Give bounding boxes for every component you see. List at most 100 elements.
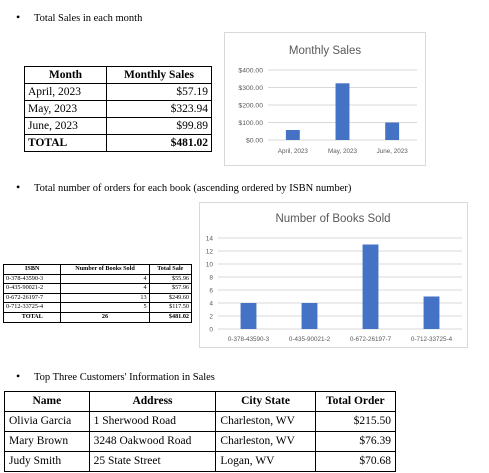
table-cell: April, 2023 (24, 83, 107, 101)
column-header: Month (24, 66, 107, 84)
table-cell: $57.19 (105, 83, 213, 101)
section-title: Total Sales in each month (34, 13, 143, 24)
table-cell: $481.02 (148, 311, 193, 323)
table-row: June, 2023 $99.89 (24, 117, 213, 135)
table-cell: 0-712-33725-4 (2, 302, 62, 313)
y-tick-label: 2 (209, 314, 213, 321)
table-row: April, 2023 $57.19 (24, 83, 213, 101)
x-tick-label: 0-378-43590-3 (228, 336, 270, 343)
table-row: 0-672-26197-7 13 $249.60 (2, 292, 193, 304)
x-tick-label: 0-672-26197-7 (350, 336, 392, 343)
column-header: Total Order (314, 391, 397, 412)
table-cell: $70.68 (314, 451, 397, 472)
column-header: Name (4, 391, 90, 412)
table-row: 0-435-90021-2 4 $57.96 (2, 283, 193, 294)
section-title: Total number of orders for each book (as… (34, 183, 352, 194)
table-total-row: TOTAL $481.02 (24, 134, 213, 152)
table-cell: $117.50 (148, 302, 193, 313)
table-row: Mary Brown 3248 Oakwood Road Charleston,… (4, 431, 397, 452)
section-heading-books: • Total number of orders for each book (a… (16, 180, 351, 195)
table-cell: 3248 Oakwood Road (88, 431, 217, 452)
monthly-sales-table: Month Monthly Sales April, 2023 $57.19 M… (24, 66, 213, 152)
table-cell: $215.50 (314, 411, 397, 432)
table-cell: May, 2023 (24, 100, 107, 118)
table-cell: $249.60 (148, 292, 193, 304)
y-tick-label: 12 (206, 249, 214, 256)
table-cell: 26 (60, 311, 150, 323)
table-row: Olivia Garcia 1 Sherwood Road Charleston… (4, 411, 397, 432)
chart-title: Number of Books Sold (275, 213, 390, 225)
bullet-icon: • (16, 180, 21, 194)
table-cell: Logan, WV (215, 451, 316, 472)
top-customers-table: Name Address City State Total Order Oliv… (4, 391, 397, 472)
table-cell: $323.94 (105, 100, 213, 118)
monthly-sales-chart: Monthly Sales $0.00 $100.00 $200.00 $300.00… (224, 32, 426, 166)
bar (301, 303, 318, 329)
table-cell: Charleston, WV (215, 431, 316, 452)
table-cell: June, 2023 (24, 117, 107, 135)
y-tick-label: $100.00 (238, 120, 263, 127)
bar (385, 122, 400, 140)
table-cell: 0-435-90021-2 (2, 283, 62, 294)
table-cell: 25 State Street (88, 451, 217, 472)
y-tick-label: $400.00 (238, 68, 263, 75)
section-heading-customers: • Top Three Customers' Information in Sal… (16, 369, 215, 384)
column-header: ISBN (2, 264, 62, 275)
table-cell: TOTAL (24, 134, 107, 152)
x-tick-label: April, 2023 (278, 148, 309, 155)
table-cell: Charleston, WV (215, 411, 316, 432)
column-header: City State (215, 391, 316, 412)
table-cell: 5 (60, 302, 150, 313)
column-header: Number of Books Sold (60, 264, 150, 275)
table-cell: $76.39 (314, 431, 397, 452)
column-header: Total Sale (148, 264, 193, 275)
books-sold-chart-svg: Number of Books Sold 0 2 4 6 8 10 12 14 0-378-43… (206, 213, 462, 343)
y-tick-label: $300.00 (238, 85, 263, 92)
books-sold-chart: Number of Books Sold 0 2 4 6 8 10 12 14 0-378-43… (199, 202, 468, 348)
table-total-row: TOTAL 26 $481.02 (2, 311, 193, 323)
table-row: 0-378-43590-3 4 $55.96 (2, 273, 193, 285)
table-row: May, 2023 $323.94 (24, 100, 213, 118)
y-tick-label: 6 (209, 288, 213, 295)
bar (423, 296, 440, 329)
table-cell: 4 (60, 283, 150, 294)
table-row: 0-712-33725-4 5 $117.50 (2, 302, 193, 313)
table-row: Judy Smith 25 State Street Logan, WV $70… (4, 451, 397, 472)
table-cell: 1 Sherwood Road (88, 411, 217, 432)
y-tick-label: 10 (206, 262, 214, 269)
section-title: Top Three Customers' Information in Sale… (34, 372, 215, 383)
bar (335, 83, 350, 140)
table-header-row: Name Address City State Total Order (4, 391, 397, 412)
table-cell: Olivia Garcia (4, 411, 90, 432)
y-tick-label: 8 (209, 275, 213, 282)
books-sold-table: ISBN Number of Books Sold Total Sale 0-3… (2, 264, 193, 323)
bar (362, 244, 379, 329)
y-tick-label: 14 (206, 236, 214, 243)
x-tick-label: May, 2023 (328, 148, 357, 155)
table-cell: $99.89 (105, 117, 213, 135)
bullet-icon: • (16, 10, 21, 24)
table-header-row: Month Monthly Sales (24, 66, 213, 84)
chart-title: Monthly Sales (289, 45, 361, 57)
bar (240, 303, 257, 329)
y-tick-label: 0 (209, 327, 213, 334)
x-tick-label: 0-435-90021-2 (289, 336, 331, 343)
table-cell: 4 (60, 273, 150, 285)
table-cell: $481.02 (105, 134, 213, 152)
column-header: Monthly Sales (105, 66, 213, 84)
bullet-icon: • (16, 369, 21, 383)
table-cell: $57.96 (148, 283, 193, 294)
table-header-row: ISBN Number of Books Sold Total Sale (2, 264, 193, 275)
x-tick-label: 0-712-33725-4 (411, 336, 453, 343)
table-cell: TOTAL (2, 311, 62, 323)
table-cell: Judy Smith (4, 451, 90, 472)
table-cell: 13 (60, 292, 150, 304)
section-heading-monthly-sales: • Total Sales in each month (16, 10, 142, 25)
table-cell: 0-378-43590-3 (2, 273, 62, 285)
table-cell: Mary Brown (4, 431, 90, 452)
bar (285, 129, 300, 140)
y-tick-label: 4 (209, 301, 213, 308)
monthly-sales-chart-svg: Monthly Sales $0.00 $100.00 $200.00 $300.00… (238, 45, 417, 155)
x-tick-label: June, 2023 (377, 148, 409, 155)
table-cell: 0-672-26197-7 (2, 292, 62, 304)
